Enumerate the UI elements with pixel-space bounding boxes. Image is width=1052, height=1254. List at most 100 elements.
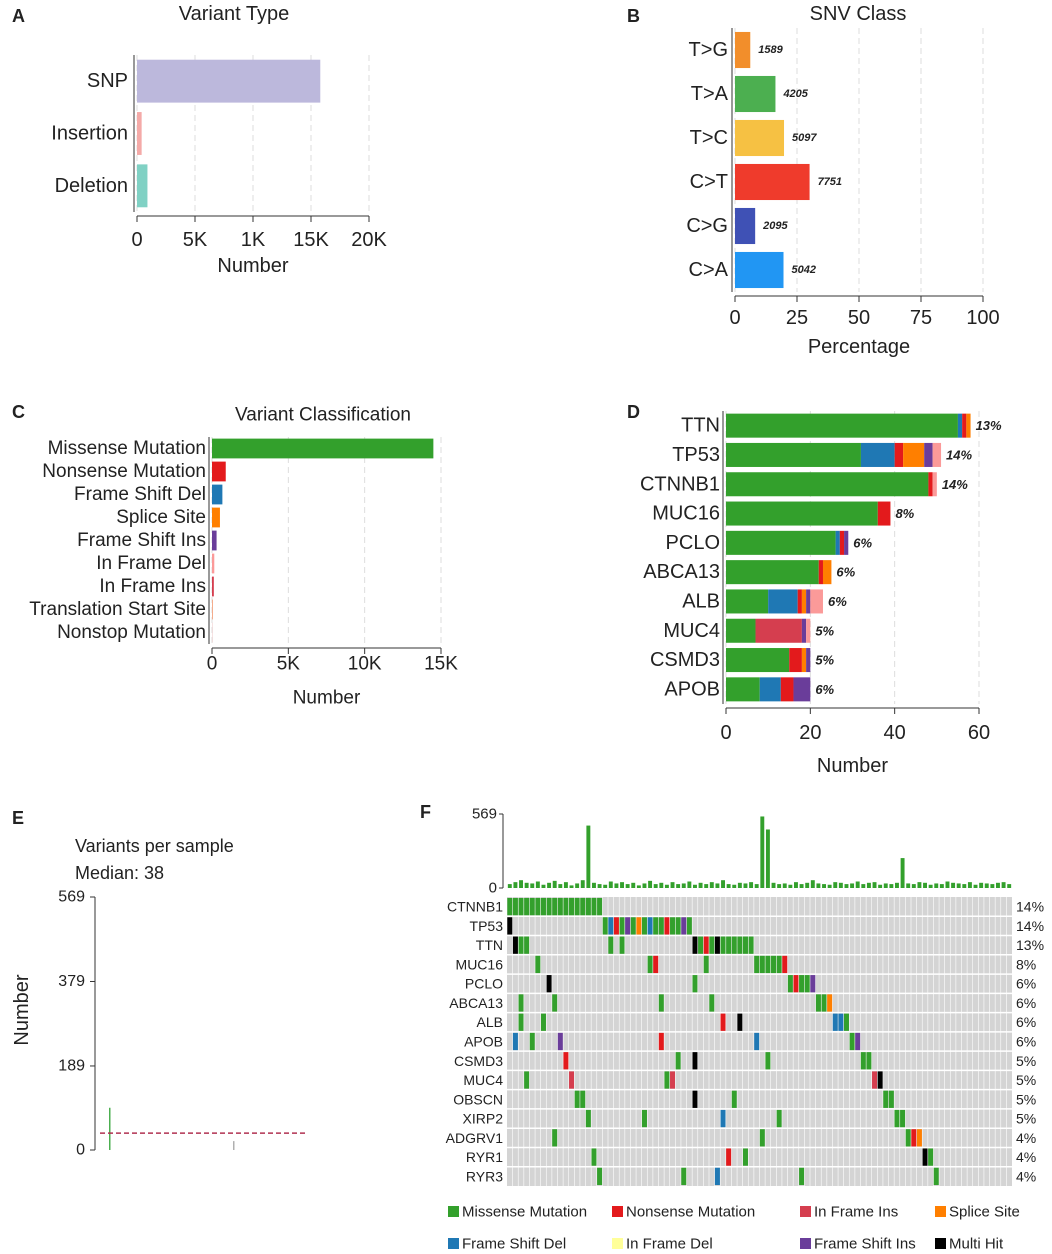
gene-label: ADGRV1 — [446, 1130, 504, 1146]
x-tick-label: 5K — [277, 654, 301, 675]
tmb-bar — [541, 884, 546, 888]
gene-label: PCLO — [465, 976, 503, 992]
tmb-bar — [659, 882, 664, 888]
mutation-cell — [518, 936, 524, 954]
gene-percent: 13% — [1016, 937, 1044, 953]
bar — [212, 553, 215, 574]
mutation-cell — [726, 936, 732, 954]
tmb-bar — [664, 884, 669, 888]
gene-percent: 6% — [1016, 1034, 1036, 1050]
bar-segment — [726, 501, 878, 526]
mutation-cell — [585, 898, 591, 916]
gene-percent: 4% — [1016, 1149, 1036, 1165]
mutation-cell — [512, 898, 518, 916]
y-tick-label: ABCA13 — [643, 561, 720, 583]
tmb-bar — [608, 881, 613, 888]
tmb-bar — [552, 880, 557, 888]
mutation-cell — [900, 1109, 906, 1128]
mutation-cell — [529, 1032, 535, 1051]
mutation-cell — [720, 936, 726, 954]
tmb-bar — [760, 816, 765, 888]
tmb-bar — [749, 882, 754, 888]
mutation-cell — [552, 1129, 558, 1147]
bar-segment — [877, 501, 891, 526]
bar — [212, 484, 223, 505]
mutation-cell — [776, 1109, 782, 1128]
mutation-cell — [557, 898, 563, 916]
bar — [212, 530, 217, 551]
mutation-cell — [888, 1090, 894, 1108]
mutation-cell — [686, 917, 692, 935]
mutation-cell — [698, 936, 704, 954]
tmb-bar — [850, 883, 855, 888]
legend-swatch — [935, 1238, 946, 1249]
x-tick-label: 15K — [293, 229, 329, 251]
x-tick-label: 25 — [786, 307, 808, 329]
tmb-bar — [687, 881, 692, 888]
tmb-bar — [631, 882, 636, 888]
gene-label: TTN — [476, 937, 503, 953]
tmb-bar — [967, 882, 972, 888]
gene-label: ABCA13 — [449, 995, 503, 1011]
mutation-cell — [714, 1167, 720, 1185]
mutation-cell — [552, 994, 558, 1012]
x-tick-label: 1K — [241, 229, 266, 251]
tmb-bar — [524, 882, 529, 888]
mutation-cell — [540, 1013, 546, 1031]
bar-annotation: 8% — [895, 506, 914, 521]
mutation-cell — [569, 1071, 575, 1089]
bar-segment — [797, 589, 802, 614]
bar-segment — [810, 589, 823, 614]
bar-annotation: 6% — [828, 594, 847, 609]
tmb-bar — [855, 881, 860, 888]
mutation-cell — [670, 917, 676, 935]
gene-percent: 5% — [1016, 1053, 1036, 1069]
tmb-bar — [833, 882, 838, 888]
y-tick-label: In Frame Ins — [99, 576, 206, 597]
mutation-cell — [591, 1148, 597, 1166]
bar-count-label: 2095 — [762, 220, 788, 232]
mutation-cell — [703, 936, 709, 954]
mutation-cell — [563, 898, 569, 916]
y-tick-label: C>A — [689, 259, 729, 281]
mutation-cell — [810, 975, 816, 993]
bar — [109, 1107, 111, 1150]
legend-label: Multi Hit — [949, 1236, 1004, 1253]
y-tick-label: 379 — [58, 973, 85, 990]
gene-percent: 6% — [1016, 1014, 1036, 1030]
bar — [137, 112, 142, 155]
tmb-bar — [990, 884, 995, 888]
mutation-cell — [759, 1129, 765, 1147]
tmb-bar — [715, 883, 720, 888]
tmb-bar — [939, 884, 944, 888]
mutation-cell — [821, 994, 827, 1012]
bar-segment — [780, 677, 794, 702]
x-tick-label: 0 — [729, 307, 740, 329]
mutation-cell — [512, 1032, 518, 1051]
tmb-bar — [934, 883, 939, 888]
bar-segment — [822, 560, 832, 585]
y-tick-label: C>G — [686, 215, 728, 237]
mutation-cell — [535, 898, 541, 916]
chart-title: Variant Type — [179, 3, 289, 25]
mutation-cell — [714, 936, 720, 954]
mutation-cell — [574, 1090, 580, 1108]
tmb-bar — [765, 829, 770, 888]
bar-segment — [726, 560, 819, 585]
mutation-cell — [765, 1052, 771, 1070]
mutation-cell — [737, 936, 743, 954]
x-tick-label: 0 — [131, 229, 142, 251]
mutation-cell — [776, 955, 782, 974]
gene-label: TP53 — [470, 918, 504, 934]
tmb-bar — [973, 884, 978, 888]
tmb-bar — [620, 882, 624, 888]
mutation-cell — [524, 936, 530, 954]
mutation-cell — [872, 1071, 878, 1089]
bar — [735, 207, 756, 245]
mutation-cell — [799, 1167, 805, 1185]
bar-segment — [835, 530, 840, 555]
mutation-cell — [546, 898, 552, 916]
bar-segment — [726, 618, 756, 643]
bar-annotation: 6% — [853, 535, 872, 550]
mutation-cell — [855, 1032, 861, 1051]
